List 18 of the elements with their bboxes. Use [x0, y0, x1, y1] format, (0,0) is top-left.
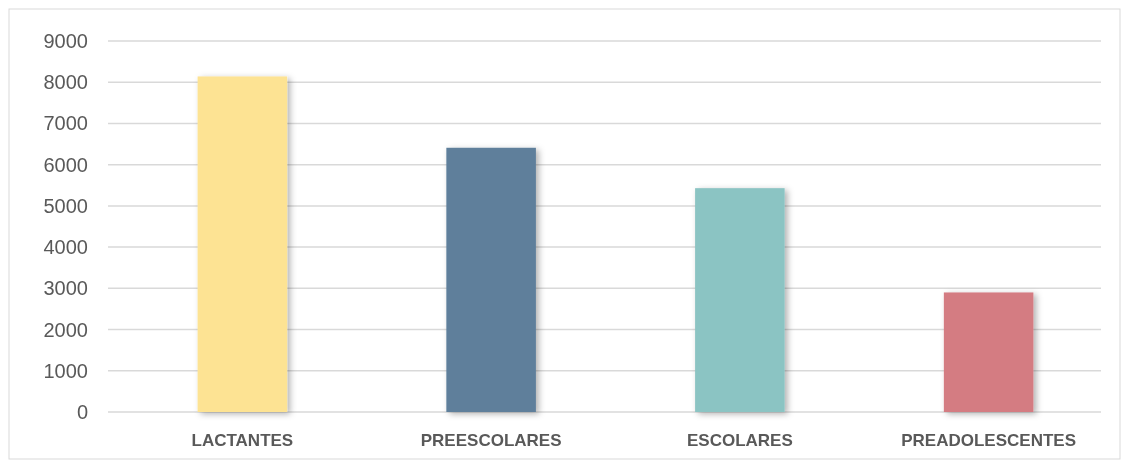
x-tick-label: LACTANTES	[191, 431, 294, 450]
x-tick-label: PREADOLESCENTES	[901, 431, 1076, 450]
bar	[446, 147, 536, 412]
y-tick-label: 4000	[43, 236, 88, 259]
y-tick-label: 0	[76, 401, 88, 423]
y-tick-label: 6000	[43, 153, 88, 176]
y-tick-label: 3000	[43, 277, 88, 300]
x-tick-label: ESCOLARES	[686, 431, 793, 450]
x-tick-label: PREESCOLARES	[420, 431, 562, 450]
bar	[695, 188, 785, 412]
y-tick-label: 5000	[43, 194, 88, 217]
y-tick-label: 2000	[43, 318, 88, 341]
y-tick-label: 9000	[43, 30, 88, 52]
y-tick-label: 7000	[43, 112, 88, 135]
bar	[197, 76, 288, 412]
y-tick-label: 8000	[43, 71, 88, 94]
bar	[943, 292, 1034, 412]
y-tick-label: 1000	[43, 359, 88, 382]
